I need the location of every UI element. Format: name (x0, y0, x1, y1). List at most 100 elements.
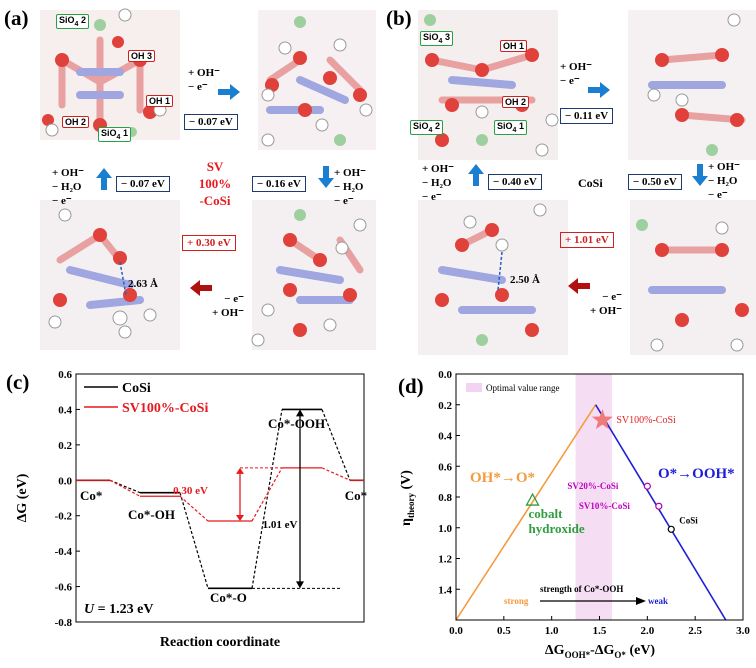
energy-box-step4-a: − 0.07 eV (116, 176, 170, 192)
energy-box-step2-b: − 0.50 eV (628, 174, 682, 190)
structure-a2 (258, 10, 376, 150)
y-axis-label-c: ΔG (eV) (15, 473, 30, 522)
red-gap-arrowhead-down (236, 515, 244, 522)
x-tick-label-d: 3.0 (736, 625, 750, 637)
strength-arrowhead (636, 597, 646, 605)
volcano-left-line (455, 404, 597, 621)
volcano-right-line (594, 404, 727, 621)
y-tick-label-d: 0.2 (438, 400, 452, 412)
weak-label: weak (648, 596, 668, 606)
point-sv20-cosi (643, 482, 651, 490)
label-oh2-b: OH 2 (502, 96, 530, 108)
point-label-sv20-cosi: SV20%-CoSi (567, 481, 619, 491)
legend-label-sv100: SV100%-CoSi (122, 401, 208, 416)
y-tick-label-c: 0.0 (58, 475, 72, 487)
optimal-band (575, 374, 612, 620)
panel-label-c: (c) (6, 370, 30, 394)
panel-c: (c) 0.6 0.4 0.2 0.0 -0.2 -0.4 -0.6 -0.8 Reactio… (0, 368, 378, 663)
connector-cosi-2 (251, 409, 283, 589)
level-label-2: Co*-O (210, 590, 247, 605)
panel-b-structures (418, 10, 756, 355)
annotation-black-gap: 1.01 eV (263, 519, 298, 531)
arrow-up-a (96, 168, 112, 190)
step1-reagents-b: + OH⁻ − e⁻ (560, 61, 592, 87)
energy-box-step4-b: − 0.40 eV (488, 174, 542, 190)
x-axis-label-d: ΔGOOH*-ΔGO* (eV) (545, 643, 656, 660)
center-label-b: CoSi (578, 176, 603, 190)
panel-label-b: (b) (386, 6, 412, 30)
x-tick-label-d: 0.5 (497, 625, 511, 637)
x-tick-label-d: 2.5 (688, 625, 702, 637)
step3-reagents-a: − e⁻ + OH⁻ (212, 293, 244, 319)
x-axis-label-c: Reaction coordinate (160, 635, 280, 650)
connector-sv100-2 (251, 467, 283, 522)
step3-reagents-b: − e⁻ + OH⁻ (590, 291, 622, 317)
arrow-down-b (692, 164, 708, 186)
arrow-left-b (568, 278, 590, 294)
plot-frame-d (455, 373, 744, 621)
step4-reagents-a: + OH⁻ − H₂O − e⁻ (52, 167, 84, 207)
panel-label-d: (d) (398, 374, 424, 398)
arrow-up-b (468, 164, 484, 186)
distance-label-a: 2.63 Å (128, 278, 158, 290)
energy-box-step1-b: − 0.11 eV (560, 108, 614, 124)
energy-box-step3-b: + 1.01 eV (560, 232, 614, 248)
arrow-down-a (318, 166, 334, 188)
distance-label-b: 2.50 Å (510, 274, 540, 286)
point-sv100-cosi (591, 409, 613, 429)
point-label-cobalt-hydroxide: hydroxide (529, 521, 585, 536)
y-tick-label-c: -0.6 (55, 582, 73, 594)
annotation-red-gap: 0.30 eV (173, 485, 208, 497)
structure-a4 (251, 200, 376, 350)
y-tick-label-c: 0.6 (58, 369, 72, 381)
step1-reagents-a: + OH⁻ − e⁻ (188, 67, 220, 93)
y-tick-label-d: 0.4 (438, 431, 452, 443)
y-tick-label-d: 1.4 (438, 584, 452, 596)
y-tick-label-c: -0.4 (55, 546, 73, 558)
label-sio4-1-a: SiO4 1 (98, 127, 131, 142)
connector-sv100-3 (321, 467, 351, 481)
energy-box-step3-a: + 0.30 eV (182, 235, 236, 251)
arrow-right-a (218, 84, 240, 100)
strong-label: strong (504, 596, 529, 606)
optimal-legend-swatch (466, 383, 482, 392)
legend-label-cosi: CoSi (122, 381, 151, 396)
y-axis-label-d: ηtheory (V) (399, 470, 416, 526)
region-label-left: OH*→O* (470, 470, 535, 486)
black-gap-arrowhead-up (296, 409, 304, 417)
step2-reagents-b: + OH⁻ − H₂O − e⁻ (708, 161, 740, 201)
y-tick-label-c: 0.2 (58, 440, 72, 452)
point-cosi (667, 525, 675, 533)
panel-label-a: (a) (4, 6, 29, 30)
level-label-3: Co*-OOH (268, 416, 325, 431)
level-label-0: Co* (80, 488, 102, 503)
x-tick-label-d: 2.0 (640, 625, 654, 637)
label-sio4-1-b: SiO4 1 (494, 120, 527, 135)
connector-sv100-0 (109, 479, 141, 497)
label-oh2-a: OH 2 (62, 116, 90, 128)
structure-b3 (418, 200, 568, 355)
label-sio4-2-b: SiO4 2 (410, 120, 443, 135)
energy-box-step1-a: − 0.07 eV (184, 114, 238, 130)
arrow-left-a (190, 280, 212, 296)
label-sio4-2-a: SiO4 2 (56, 14, 89, 29)
y-tick-label-c: -0.2 (55, 511, 73, 523)
label-oh1-a: OH 1 (146, 95, 174, 107)
plot-frame-c (75, 373, 365, 623)
connector-cosi-0 (109, 479, 141, 494)
panel-a-structures (40, 8, 376, 350)
y-tick-label-d: 1.0 (438, 523, 452, 535)
red-gap-arrowhead-up (236, 467, 244, 474)
volcano-plot: 0.0 0.5 1.0 1.5 2.0 2.5 3.0 0.0 0.2 0.4 0.6 0.8 1.0 1… (399, 369, 750, 660)
optimal-legend-label: Optimal value range (486, 383, 559, 393)
structure-b2 (628, 10, 756, 160)
center-label-a: SV 100% -CoSi (198, 159, 232, 208)
point-label-sv100-cosi: SV100%-CoSi (616, 415, 676, 426)
level-label-4: Co* (345, 488, 367, 503)
step4-reagents-b: + OH⁻ − H₂O − e⁻ (422, 163, 454, 203)
point-sv10-cosi (655, 502, 663, 510)
label-oh3-a: OH 3 (128, 50, 156, 62)
structure-a3 (40, 200, 180, 350)
connector-cosi-3 (321, 409, 351, 481)
region-label-right: O*→OOH* (658, 466, 735, 482)
